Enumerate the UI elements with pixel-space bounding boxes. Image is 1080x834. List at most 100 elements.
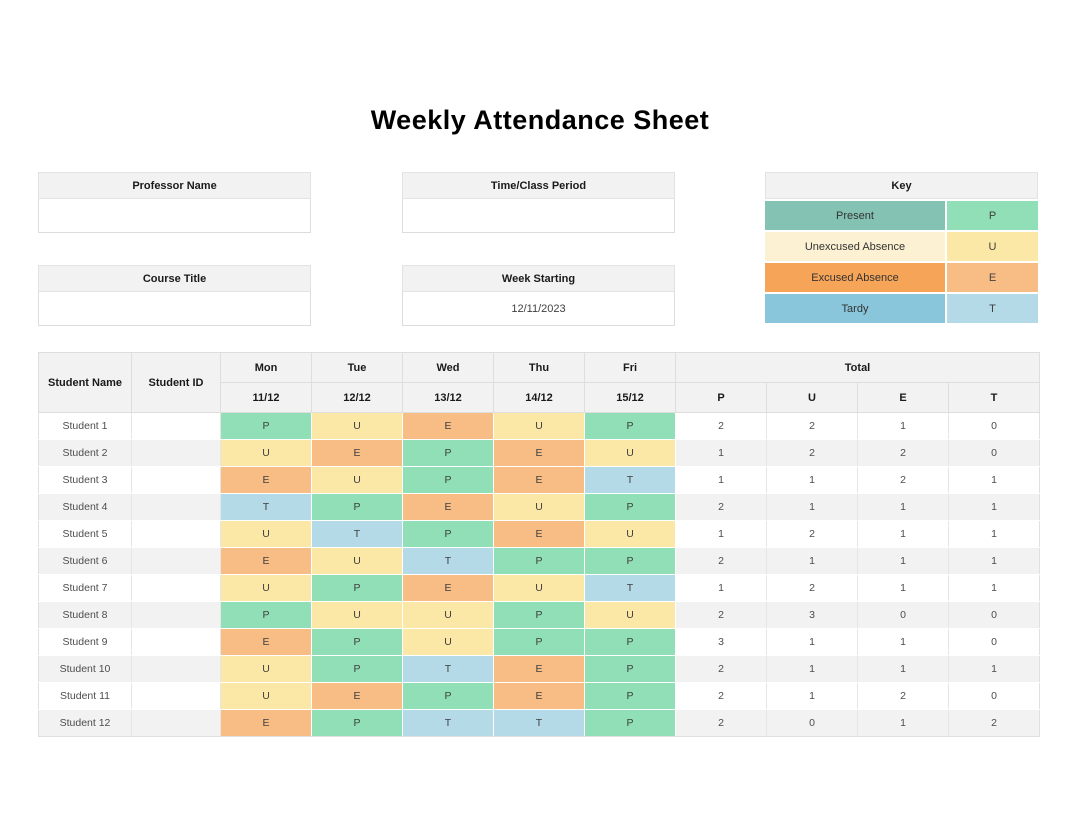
attendance-code-cell[interactable]: E — [311, 682, 403, 710]
attendance-code-cell[interactable]: P — [402, 466, 494, 494]
attendance-code-cell[interactable]: P — [584, 655, 676, 683]
attendance-code-cell[interactable]: P — [584, 547, 676, 575]
attendance-code-cell[interactable]: U — [402, 601, 494, 629]
student-id-cell[interactable] — [131, 547, 221, 575]
attendance-code-cell[interactable]: T — [402, 547, 494, 575]
attendance-code-cell[interactable]: P — [584, 493, 676, 521]
total-count-cell: 2 — [857, 682, 949, 710]
total-count-cell: 1 — [857, 709, 949, 737]
key-row-p: Present P — [765, 201, 1038, 230]
attendance-code-cell[interactable]: T — [402, 709, 494, 737]
student-name-cell[interactable]: Student 3 — [38, 466, 132, 494]
student-name-cell[interactable]: Student 11 — [38, 682, 132, 710]
attendance-code-cell[interactable]: P — [311, 574, 403, 602]
attendance-code-cell[interactable]: U — [220, 574, 312, 602]
attendance-code-cell[interactable]: P — [402, 520, 494, 548]
total-count-cell: 2 — [675, 682, 767, 710]
attendance-code-cell[interactable]: U — [493, 412, 585, 440]
student-name-cell[interactable]: Student 10 — [38, 655, 132, 683]
attendance-code-cell[interactable]: P — [402, 439, 494, 467]
attendance-code-cell[interactable]: P — [493, 601, 585, 629]
attendance-code-cell[interactable]: T — [584, 574, 676, 602]
attendance-code-cell[interactable]: U — [220, 682, 312, 710]
total-count-cell: 2 — [675, 493, 767, 521]
attendance-code-cell[interactable]: U — [493, 493, 585, 521]
total-count-cell: 1 — [857, 628, 949, 656]
student-id-cell[interactable] — [131, 520, 221, 548]
attendance-code-cell[interactable]: P — [584, 412, 676, 440]
total-count-cell: 1 — [947, 655, 1041, 683]
student-id-cell[interactable] — [131, 655, 221, 683]
attendance-code-cell[interactable]: U — [402, 628, 494, 656]
student-name-cell[interactable]: Student 12 — [38, 709, 132, 737]
student-name-cell[interactable]: Student 2 — [38, 439, 132, 467]
student-id-cell[interactable] — [131, 466, 221, 494]
student-id-cell[interactable] — [131, 439, 221, 467]
attendance-code-cell[interactable]: T — [493, 709, 585, 737]
student-id-cell[interactable] — [131, 628, 221, 656]
student-name-cell[interactable]: Student 1 — [38, 412, 132, 440]
attendance-code-cell[interactable]: P — [220, 601, 312, 629]
attendance-code-cell[interactable]: T — [402, 655, 494, 683]
attendance-code-cell[interactable]: U — [493, 574, 585, 602]
attendance-code-cell[interactable]: E — [220, 547, 312, 575]
attendance-code-cell[interactable]: E — [220, 628, 312, 656]
attendance-code-cell[interactable]: U — [584, 601, 676, 629]
attendance-code-cell[interactable]: P — [220, 412, 312, 440]
student-name-cell[interactable]: Student 7 — [38, 574, 132, 602]
attendance-code-cell[interactable]: E — [220, 709, 312, 737]
attendance-code-cell[interactable]: P — [493, 547, 585, 575]
attendance-code-cell[interactable]: U — [311, 412, 403, 440]
attendance-code-cell[interactable]: T — [311, 520, 403, 548]
attendance-code-cell[interactable]: E — [493, 655, 585, 683]
attendance-code-cell[interactable]: P — [311, 655, 403, 683]
attendance-code-cell[interactable]: E — [402, 412, 494, 440]
attendance-code-cell[interactable]: E — [402, 493, 494, 521]
course-title-input[interactable] — [38, 292, 311, 326]
student-id-cell[interactable] — [131, 574, 221, 602]
time-class-period-input[interactable] — [402, 199, 675, 233]
attendance-code-cell[interactable]: P — [311, 709, 403, 737]
column-header-date: 12/12 — [311, 382, 403, 413]
week-starting-input[interactable]: 12/11/2023 — [402, 292, 675, 326]
attendance-code-cell[interactable]: P — [493, 628, 585, 656]
attendance-code-cell[interactable]: P — [584, 628, 676, 656]
attendance-code-cell[interactable]: P — [584, 709, 676, 737]
attendance-code-cell[interactable]: E — [493, 682, 585, 710]
attendance-code-cell[interactable]: P — [402, 682, 494, 710]
attendance-code-cell[interactable]: P — [311, 628, 403, 656]
attendance-code-cell[interactable]: P — [584, 682, 676, 710]
student-id-cell[interactable] — [131, 493, 221, 521]
attendance-code-cell[interactable]: E — [493, 439, 585, 467]
attendance-code-cell[interactable]: E — [220, 466, 312, 494]
attendance-code-cell[interactable]: U — [584, 520, 676, 548]
attendance-code-cell[interactable]: U — [311, 466, 403, 494]
student-id-cell[interactable] — [131, 601, 221, 629]
attendance-code-cell[interactable]: E — [311, 439, 403, 467]
attendance-code-cell[interactable]: U — [220, 655, 312, 683]
student-name-cell[interactable]: Student 9 — [38, 628, 132, 656]
professor-name-input[interactable] — [38, 199, 311, 233]
attendance-code-cell[interactable]: E — [493, 466, 585, 494]
student-name-cell[interactable]: Student 8 — [38, 601, 132, 629]
attendance-code-cell[interactable]: T — [220, 493, 312, 521]
attendance-code-cell[interactable]: E — [402, 574, 494, 602]
student-name-cell[interactable]: Student 4 — [38, 493, 132, 521]
attendance-code-cell[interactable]: U — [220, 520, 312, 548]
attendance-code-cell[interactable]: U — [584, 439, 676, 467]
student-id-cell[interactable] — [131, 682, 221, 710]
student-id-cell[interactable] — [131, 709, 221, 737]
student-name-cell[interactable]: Student 6 — [38, 547, 132, 575]
attendance-code-cell[interactable]: T — [584, 466, 676, 494]
total-count-cell: 1 — [766, 547, 858, 575]
attendance-code-cell[interactable]: U — [311, 547, 403, 575]
attendance-code-cell[interactable]: U — [220, 439, 312, 467]
student-name-cell[interactable]: Student 5 — [38, 520, 132, 548]
attendance-code-cell[interactable]: E — [493, 520, 585, 548]
attendance-code-cell[interactable]: P — [311, 493, 403, 521]
total-count-cell: 2 — [675, 709, 767, 737]
student-id-cell[interactable] — [131, 412, 221, 440]
attendance-code-cell[interactable]: U — [311, 601, 403, 629]
